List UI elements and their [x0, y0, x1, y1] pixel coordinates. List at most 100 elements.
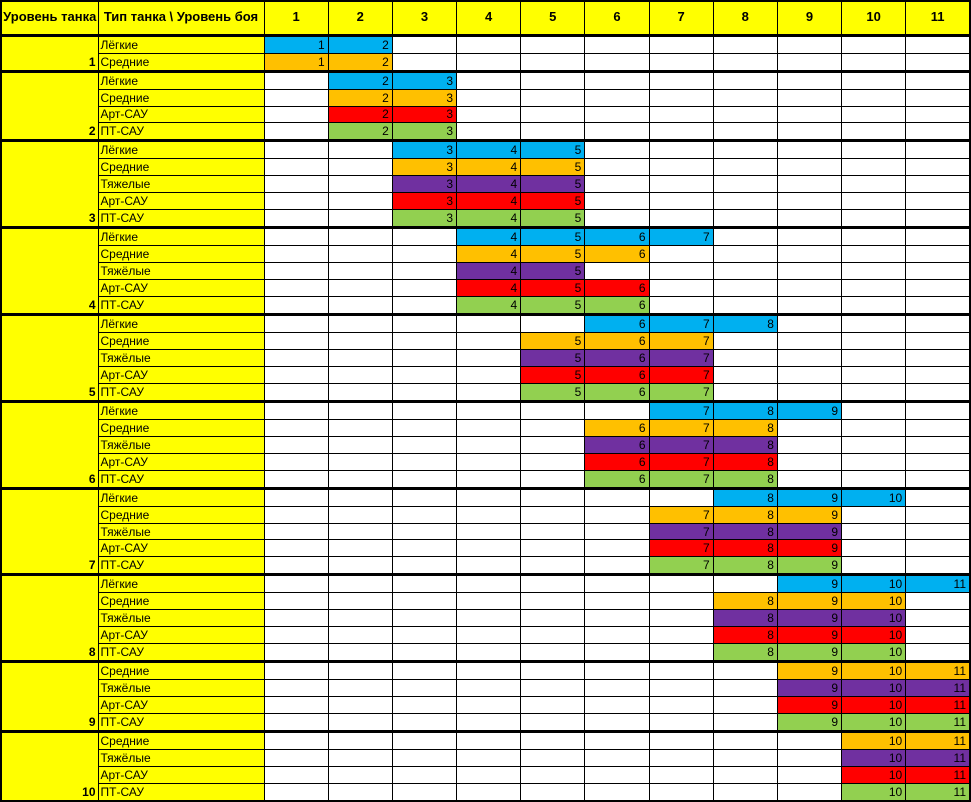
empty-cell — [584, 749, 650, 768]
table-row: 3 Лёгкие 3 4 5 — [0, 140, 971, 229]
empty-cell — [648, 245, 714, 264]
empty-cell — [456, 539, 522, 558]
empty-cell — [905, 332, 971, 350]
empty-cell — [905, 400, 971, 420]
empty-cell — [520, 314, 586, 334]
empty-cell — [776, 88, 843, 107]
empty-cell — [776, 452, 843, 471]
empty-cell — [841, 522, 907, 541]
tier-number-cell: 6 — [0, 400, 99, 489]
table-row: Тяжёлые 8 9 10 — [1, 609, 971, 628]
tank-type-label: Средние — [97, 731, 265, 751]
empty-cell — [327, 469, 393, 489]
empty-cell — [905, 469, 971, 489]
empty-cell — [841, 382, 907, 402]
empty-cell — [712, 782, 778, 802]
battle-level-cell: 9 — [776, 539, 843, 558]
empty-cell — [712, 365, 778, 384]
empty-cell — [584, 696, 650, 715]
empty-cell — [905, 227, 971, 247]
empty-cell — [456, 626, 522, 645]
battle-level-cell: 5 — [520, 175, 586, 194]
empty-cell — [584, 158, 650, 177]
battle-level-cell: 10 — [841, 749, 907, 768]
tank-type-label: Тяжёлые — [97, 609, 265, 628]
battle-level-cell: 3 — [391, 158, 458, 177]
empty-cell — [584, 400, 650, 420]
empty-cell — [263, 626, 329, 645]
empty-cell — [776, 766, 843, 784]
empty-cell — [712, 262, 778, 281]
empty-cell — [391, 469, 458, 489]
battle-level-cell: 9 — [776, 505, 843, 524]
battle-level-cell: 6 — [584, 382, 650, 402]
empty-cell — [584, 209, 650, 229]
empty-cell — [648, 192, 714, 211]
battle-level-cell: 10 — [841, 626, 907, 645]
empty-cell — [456, 314, 522, 334]
empty-cell — [327, 279, 393, 297]
empty-cell — [841, 348, 907, 367]
empty-cell — [263, 105, 329, 124]
tank-type-label: Средние — [97, 418, 265, 437]
empty-cell — [327, 245, 393, 264]
empty-cell — [712, 749, 778, 768]
empty-cell — [648, 279, 714, 297]
empty-cell — [327, 400, 393, 420]
battle-level-cell: 4 — [456, 279, 522, 297]
empty-cell — [905, 158, 971, 177]
empty-cell — [841, 418, 907, 437]
battle-level-cell: 2 — [327, 70, 393, 90]
empty-cell — [648, 88, 714, 107]
battle-level-cell: 4 — [456, 192, 522, 211]
empty-cell — [263, 382, 329, 402]
empty-cell — [841, 158, 907, 177]
empty-cell — [263, 435, 329, 454]
empty-cell — [841, 245, 907, 264]
empty-cell — [391, 435, 458, 454]
empty-cell — [456, 713, 522, 733]
empty-cell — [905, 435, 971, 454]
battle-level-cell: 7 — [648, 418, 714, 437]
empty-cell — [456, 505, 522, 524]
battle-level-cell: 8 — [712, 452, 778, 471]
battle-level-cell: 6 — [584, 227, 650, 247]
empty-cell — [520, 539, 586, 558]
empty-cell — [841, 175, 907, 194]
empty-cell — [712, 70, 778, 90]
tank-type-label: ПТ-САУ — [97, 782, 265, 802]
empty-cell — [584, 679, 650, 698]
empty-cell — [905, 34, 971, 54]
empty-cell — [520, 469, 586, 489]
empty-cell — [712, 348, 778, 367]
empty-cell — [263, 539, 329, 558]
empty-cell — [391, 696, 458, 715]
empty-cell — [327, 365, 393, 384]
table-row: Средние 8 9 10 — [1, 592, 971, 611]
empty-cell — [712, 175, 778, 194]
empty-cell — [841, 469, 907, 489]
empty-cell — [456, 70, 522, 90]
tank-type-label: Лёгкие — [97, 574, 265, 594]
empty-cell — [456, 661, 522, 681]
battle-level-cell: 10 — [841, 609, 907, 628]
table-row: ПТ-САУ 4 5 6 — [1, 295, 971, 316]
empty-cell — [263, 749, 329, 768]
table-row: Средние 1 2 — [1, 52, 971, 72]
empty-cell — [391, 279, 458, 297]
empty-cell — [648, 52, 714, 72]
battle-level-cell: 2 — [327, 105, 393, 124]
empty-cell — [584, 626, 650, 645]
battle-level-cell: 9 — [776, 626, 843, 645]
battle-level-header: 3 — [391, 0, 458, 36]
empty-cell — [391, 574, 458, 594]
empty-cell — [712, 122, 778, 142]
battle-level-cell: 7 — [648, 382, 714, 402]
battle-level-cell: 9 — [776, 713, 843, 733]
table-row: Тяжелые 3 4 5 — [1, 175, 971, 194]
empty-cell — [648, 731, 714, 751]
table-row: Средние 6 7 8 — [1, 418, 971, 437]
empty-cell — [584, 731, 650, 751]
battle-level-cell: 4 — [456, 245, 522, 264]
empty-cell — [905, 609, 971, 628]
